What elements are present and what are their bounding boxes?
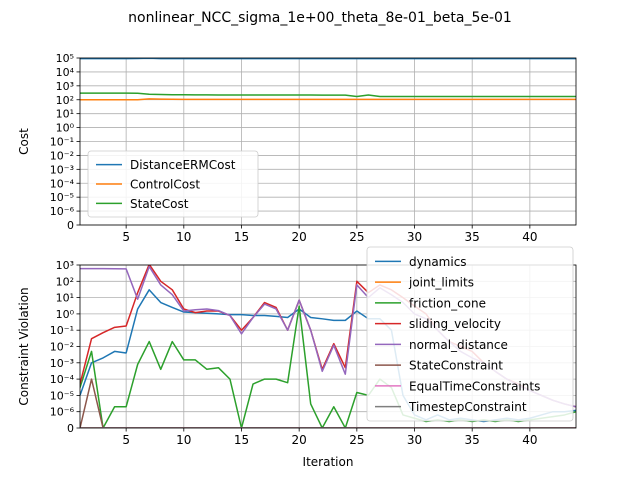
y-tick-label: 10³ — [56, 259, 74, 272]
y-tick-label: 10⁻² — [50, 341, 74, 354]
legend-label: sliding_velocity — [409, 317, 501, 331]
y-tick-label: 0 — [67, 219, 74, 232]
x-tick-label: 5 — [122, 230, 130, 244]
y-axis-label: Constraint Violation — [17, 287, 31, 405]
y-tick-label: 10⁻³ — [50, 357, 74, 370]
x-tick-label: 35 — [465, 433, 480, 447]
cost-panel: 010⁻⁶10⁻⁵10⁻⁴10⁻³10⁻²10⁻¹10⁰10¹10²10³10⁴… — [17, 52, 577, 244]
y-tick-label: 10⁴ — [56, 66, 75, 79]
x-tick-label: 20 — [292, 433, 307, 447]
legend-box — [366, 246, 574, 422]
x-tick-label: 40 — [522, 433, 537, 447]
y-tick-label: 10¹ — [56, 108, 74, 121]
x-tick-label: 15 — [234, 433, 249, 447]
y-axis-label: Cost — [17, 128, 31, 155]
x-tick-label: 5 — [122, 433, 130, 447]
series-group — [80, 58, 576, 101]
y-tick-label: 10⁻² — [50, 149, 74, 162]
y-tick-label: 10⁻¹ — [50, 324, 74, 337]
y-tick-label: 10⁻³ — [50, 163, 74, 176]
x-tick-label: 35 — [465, 230, 480, 244]
figure-title: nonlinear_NCC_sigma_1e+00_theta_8e-01_be… — [128, 10, 512, 26]
legend-label: friction_cone — [409, 296, 486, 310]
x-tick-label: 30 — [407, 433, 422, 447]
x-axis-label: Iteration — [303, 455, 354, 469]
legend-label: DistanceERMCost — [130, 158, 236, 172]
legend: DistanceERMCost ControlCost StateCost — [87, 150, 259, 218]
y-tick-label: 10² — [56, 94, 74, 107]
x-tick-label: 30 — [407, 230, 422, 244]
y-tick-label: 10⁰ — [56, 308, 75, 321]
x-tick-label: 10 — [176, 433, 191, 447]
x-tick-label: 10 — [176, 230, 191, 244]
series-line-statecost — [80, 92, 576, 98]
legend-label: StateCost — [130, 197, 189, 211]
y-tick-label: 10⁻⁴ — [50, 373, 75, 386]
y-tick-label: 10¹ — [56, 292, 74, 305]
x-tick-label: 40 — [522, 230, 537, 244]
y-tick-label: 10⁻⁶ — [50, 406, 75, 419]
legend-label: joint_limits — [408, 276, 474, 290]
legend: dynamics joint_limits friction_conesliding… — [366, 246, 574, 422]
y-tick-label: 10⁵ — [56, 52, 74, 65]
legend-label: ControlCost — [130, 178, 200, 192]
y-tick-label: 10² — [56, 275, 74, 288]
y-tick-label: 0 — [67, 422, 74, 435]
x-tick-label: 25 — [349, 230, 364, 244]
legend-label: TimestepConstraint — [408, 400, 527, 414]
x-tick-label: 25 — [349, 433, 364, 447]
legend-label: EqualTimeConstraints — [409, 379, 540, 393]
legend-label: normal_distance — [409, 338, 508, 352]
y-tick-label: 10⁻⁶ — [50, 205, 75, 218]
series-line-controlcost — [80, 98, 576, 101]
y-tick-label: 10⁰ — [56, 122, 75, 135]
y-tick-label: 10⁻⁵ — [50, 389, 74, 402]
legend-label: StateConstraint — [409, 359, 503, 373]
constraint-violation-panel: 0 10⁻⁶ 10⁻⁵ 10⁻⁴ 10⁻³ 10⁻² 10⁻¹ 10⁰ 10¹ 10² 10³ 5 10… — [17, 246, 577, 469]
legend-box — [87, 150, 259, 218]
x-tick-label: 20 — [292, 230, 307, 244]
y-tick-label: 10⁻¹ — [50, 136, 74, 149]
legend-label: dynamics — [409, 255, 467, 269]
y-tick-label: 10⁻⁵ — [50, 191, 74, 204]
y-tick-label: 10⁻⁴ — [50, 177, 75, 190]
y-tick-label: 10³ — [56, 80, 74, 93]
x-tick-label: 15 — [234, 230, 249, 244]
